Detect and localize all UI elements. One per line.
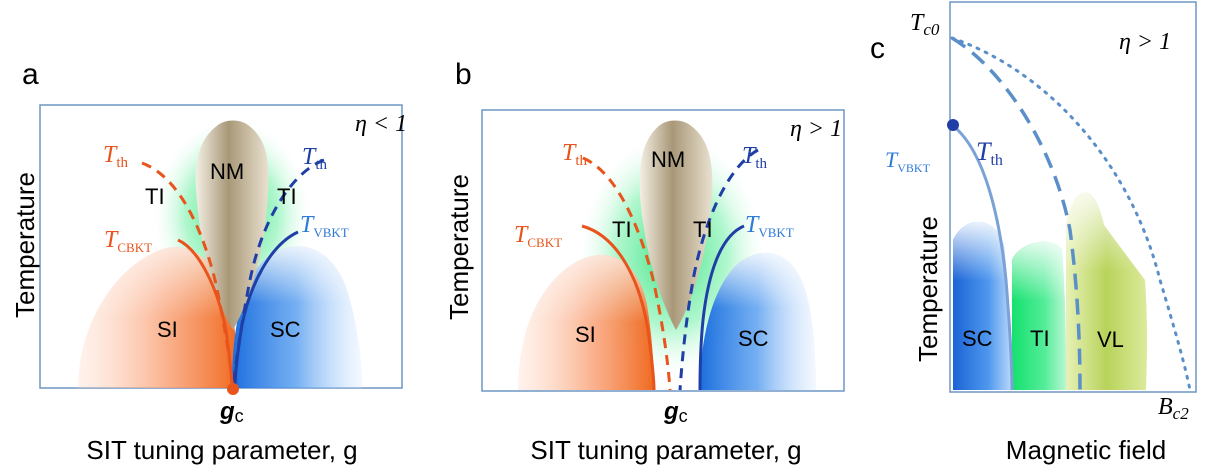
y-axis-label-c: Temperature	[913, 216, 943, 362]
panel-a: a η < 1 Tth Tth TCBKT TVBKT NM TI TI SI …	[10, 58, 407, 465]
vbkt-boundary	[698, 224, 745, 391]
eta-condition: η > 1	[790, 116, 842, 142]
th-label: Tth	[976, 137, 1003, 169]
vbkt-endpoint-marker	[947, 119, 959, 131]
panel-letter-c: c	[870, 32, 885, 65]
nm-label: NM	[651, 147, 685, 172]
ti-region-fade	[1012, 241, 1066, 390]
panel-c: c Tc0 η > 1 TVBKT Tth SC TI VL Bc2 Tempe…	[870, 1, 1197, 465]
bc2-label: Bc2	[1158, 394, 1189, 423]
vbkt-solid-curve	[951, 123, 1014, 391]
si-region-fade	[78, 247, 238, 388]
th-right-label: Tth	[742, 143, 768, 172]
vl-region-fade	[1066, 192, 1147, 390]
ti-right-label: TI	[277, 184, 297, 209]
th-dashed-curve	[951, 36, 1082, 391]
th-right-label: Tth	[302, 144, 328, 173]
panel-b: b η > 1 Tth Tth TCBKT TVBKT NM TI TI SI …	[444, 58, 845, 465]
y-axis-label-b: Temperature	[444, 174, 474, 320]
panel-letter-a: a	[22, 58, 39, 91]
th-left-label: Tth	[103, 142, 129, 171]
th-left-label: Tth	[562, 140, 588, 169]
x-axis-label-a: SIT tuning parameter, g	[86, 435, 357, 465]
hc2-dotted-curve	[950, 36, 1192, 392]
th-left-boundary	[141, 161, 235, 389]
cbkt-boundary	[177, 238, 234, 389]
vbkt-label: TVBKT	[745, 212, 794, 240]
vbkt-label: TVBKT	[300, 212, 349, 240]
eta-condition: η > 1	[1119, 29, 1171, 55]
cbkt-label: TCBKT	[104, 227, 152, 255]
nm-region	[639, 120, 713, 330]
th-left-boundary	[582, 156, 672, 391]
th-right-boundary	[678, 148, 759, 391]
ti-left-label: TI	[145, 184, 165, 209]
ti-left-label: TI	[612, 217, 632, 242]
critical-point-marker	[227, 383, 239, 395]
sc-label: SC	[738, 326, 769, 351]
nm-label: NM	[210, 159, 244, 184]
sc-region-fade	[232, 246, 362, 388]
eta-condition: η < 1	[355, 111, 407, 137]
cbkt-label: TCBKT	[514, 222, 562, 250]
panel-letter-b: b	[455, 58, 472, 91]
sc-label: SC	[962, 326, 993, 351]
ti-label: TI	[1030, 326, 1050, 351]
tc0-label: Tc0	[910, 10, 940, 39]
gc-label-a: gc	[219, 398, 244, 426]
si-label: SI	[575, 322, 596, 347]
cbkt-boundary	[581, 224, 656, 391]
si-region-fade	[518, 255, 654, 390]
ti-right-label: TI	[693, 217, 713, 242]
sc-region-fade	[700, 252, 816, 390]
si-label: SI	[157, 317, 178, 342]
vbkt-boundary	[233, 230, 299, 389]
sc-label: SC	[270, 317, 301, 342]
x-axis-label-c: Magnetic field	[1006, 435, 1166, 465]
gc-label-b: gc	[663, 398, 688, 426]
y-axis-label-a: Temperature	[10, 172, 40, 318]
vbkt-label: TVBKT	[885, 147, 931, 175]
vl-label: VL	[1097, 327, 1124, 352]
x-axis-label-b: SIT tuning parameter, g	[530, 435, 801, 465]
sc-region-fade	[953, 221, 1012, 390]
